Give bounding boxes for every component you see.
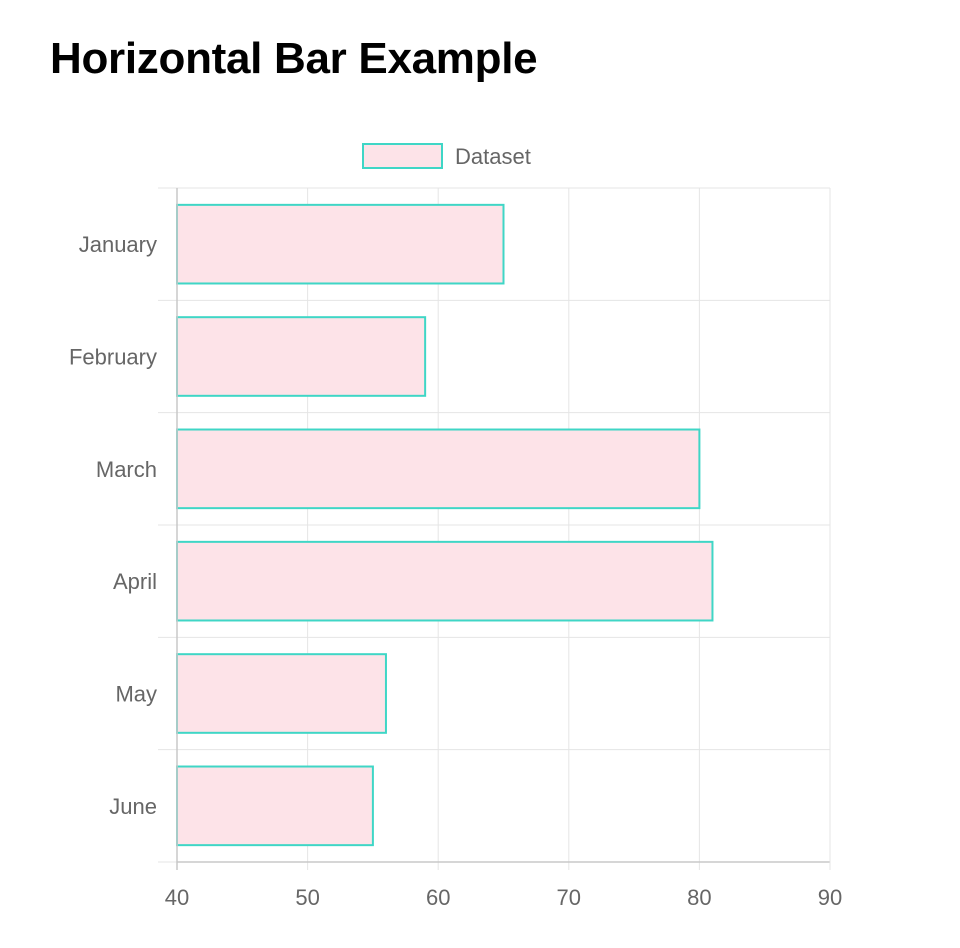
y-tick-label: February <box>69 345 157 370</box>
bar-february[interactable] <box>176 316 427 397</box>
bar-may[interactable] <box>176 653 387 734</box>
bars <box>176 203 714 847</box>
page-title: Horizontal Bar Example <box>50 34 538 83</box>
y-tick-label: March <box>96 457 157 482</box>
x-tick-label: 60 <box>426 885 450 910</box>
bar-april[interactable] <box>176 540 714 622</box>
bar-january[interactable] <box>176 203 505 285</box>
y-tick-label: May <box>115 682 157 707</box>
legend-swatch[interactable] <box>362 143 443 169</box>
tick-labels: January February March April May June 40 50 60 70… <box>69 232 842 910</box>
grid-lines <box>158 187 831 870</box>
x-tick-label: 70 <box>557 885 581 910</box>
axes <box>176 188 831 870</box>
x-tick-label: 90 <box>818 885 842 910</box>
bar-june[interactable] <box>176 765 374 847</box>
x-tick-label: 50 <box>295 885 319 910</box>
legend[interactable]: Dataset <box>362 143 531 169</box>
y-tick-label: January <box>79 232 157 257</box>
y-tick-label: April <box>113 569 157 594</box>
y-tick-label: June <box>109 794 157 819</box>
x-tick-label: 40 <box>165 885 189 910</box>
legend-label[interactable]: Dataset <box>455 144 531 169</box>
bar-march[interactable] <box>176 428 701 510</box>
x-tick-label: 80 <box>687 885 711 910</box>
